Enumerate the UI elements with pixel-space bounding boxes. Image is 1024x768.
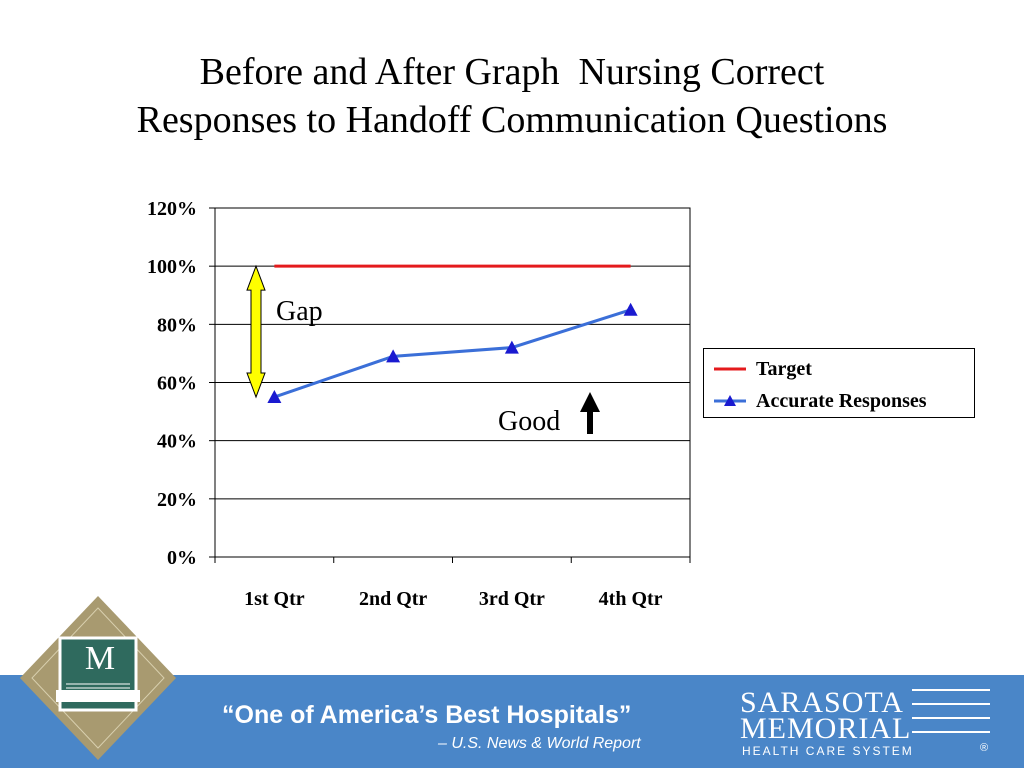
data-point-marker xyxy=(267,390,282,404)
good-annotation-label: Good xyxy=(498,406,560,437)
magnet-badge-logo xyxy=(20,596,176,760)
title-line-2: Responses to Handoff Communication Quest… xyxy=(136,99,888,141)
series-line-accurate-responses xyxy=(273,308,632,399)
legend-line-target-icon xyxy=(714,367,746,371)
data-point-marker xyxy=(623,302,638,316)
title-line-1: Before and After Graph Nursing Correct xyxy=(199,51,825,93)
x-tick-label: 4th Qtr xyxy=(599,588,663,610)
gap-double-arrow-icon xyxy=(246,264,266,399)
data-point-marker xyxy=(504,340,519,354)
registered-mark: ® xyxy=(980,742,989,754)
footer-attribution: – U.S. News & World Report xyxy=(438,735,641,752)
y-tick-label: 40% xyxy=(157,431,197,453)
legend-triangle-icon xyxy=(714,395,746,406)
y-tick-label: 20% xyxy=(157,489,197,511)
y-tick-label: 60% xyxy=(157,373,197,395)
data-point-marker xyxy=(386,349,401,363)
chart-legend: Target Accurate Responses xyxy=(703,348,975,418)
gap-annotation-label: Gap xyxy=(276,296,323,327)
legend-label-target: Target xyxy=(756,358,812,380)
up-arrow-icon xyxy=(580,392,600,434)
brand-name-line-2: MEMORIAL xyxy=(740,712,912,745)
legend-label-accurate: Accurate Responses xyxy=(756,390,927,412)
footer-tagline: “One of America’s Best Hospitals” xyxy=(222,701,632,729)
line-chart: 0% 20% 40% 60% 80% 100% 120% 1st Qtr 2nd Qtr 3rd … xyxy=(147,198,691,610)
badge-letter: M xyxy=(84,640,116,677)
y-tick-label: 80% xyxy=(157,314,197,336)
footer-bar xyxy=(0,675,1024,768)
slide-title: Before and After Graph Nursing Correct R… xyxy=(0,48,1024,144)
brand-name-line-3: HEALTH CARE SYSTEM xyxy=(742,744,914,758)
x-tick-label: 3rd Qtr xyxy=(479,588,545,610)
brand-stripes-icon xyxy=(912,689,990,733)
x-tick-label: 2nd Qtr xyxy=(359,588,427,610)
y-tick-label: 120% xyxy=(147,198,197,220)
y-tick-label: 0% xyxy=(167,547,197,569)
x-tick-label: 1st Qtr xyxy=(244,588,305,610)
y-tick-label: 100% xyxy=(147,256,197,278)
brand-name-line-1: SARASOTA xyxy=(740,686,904,719)
